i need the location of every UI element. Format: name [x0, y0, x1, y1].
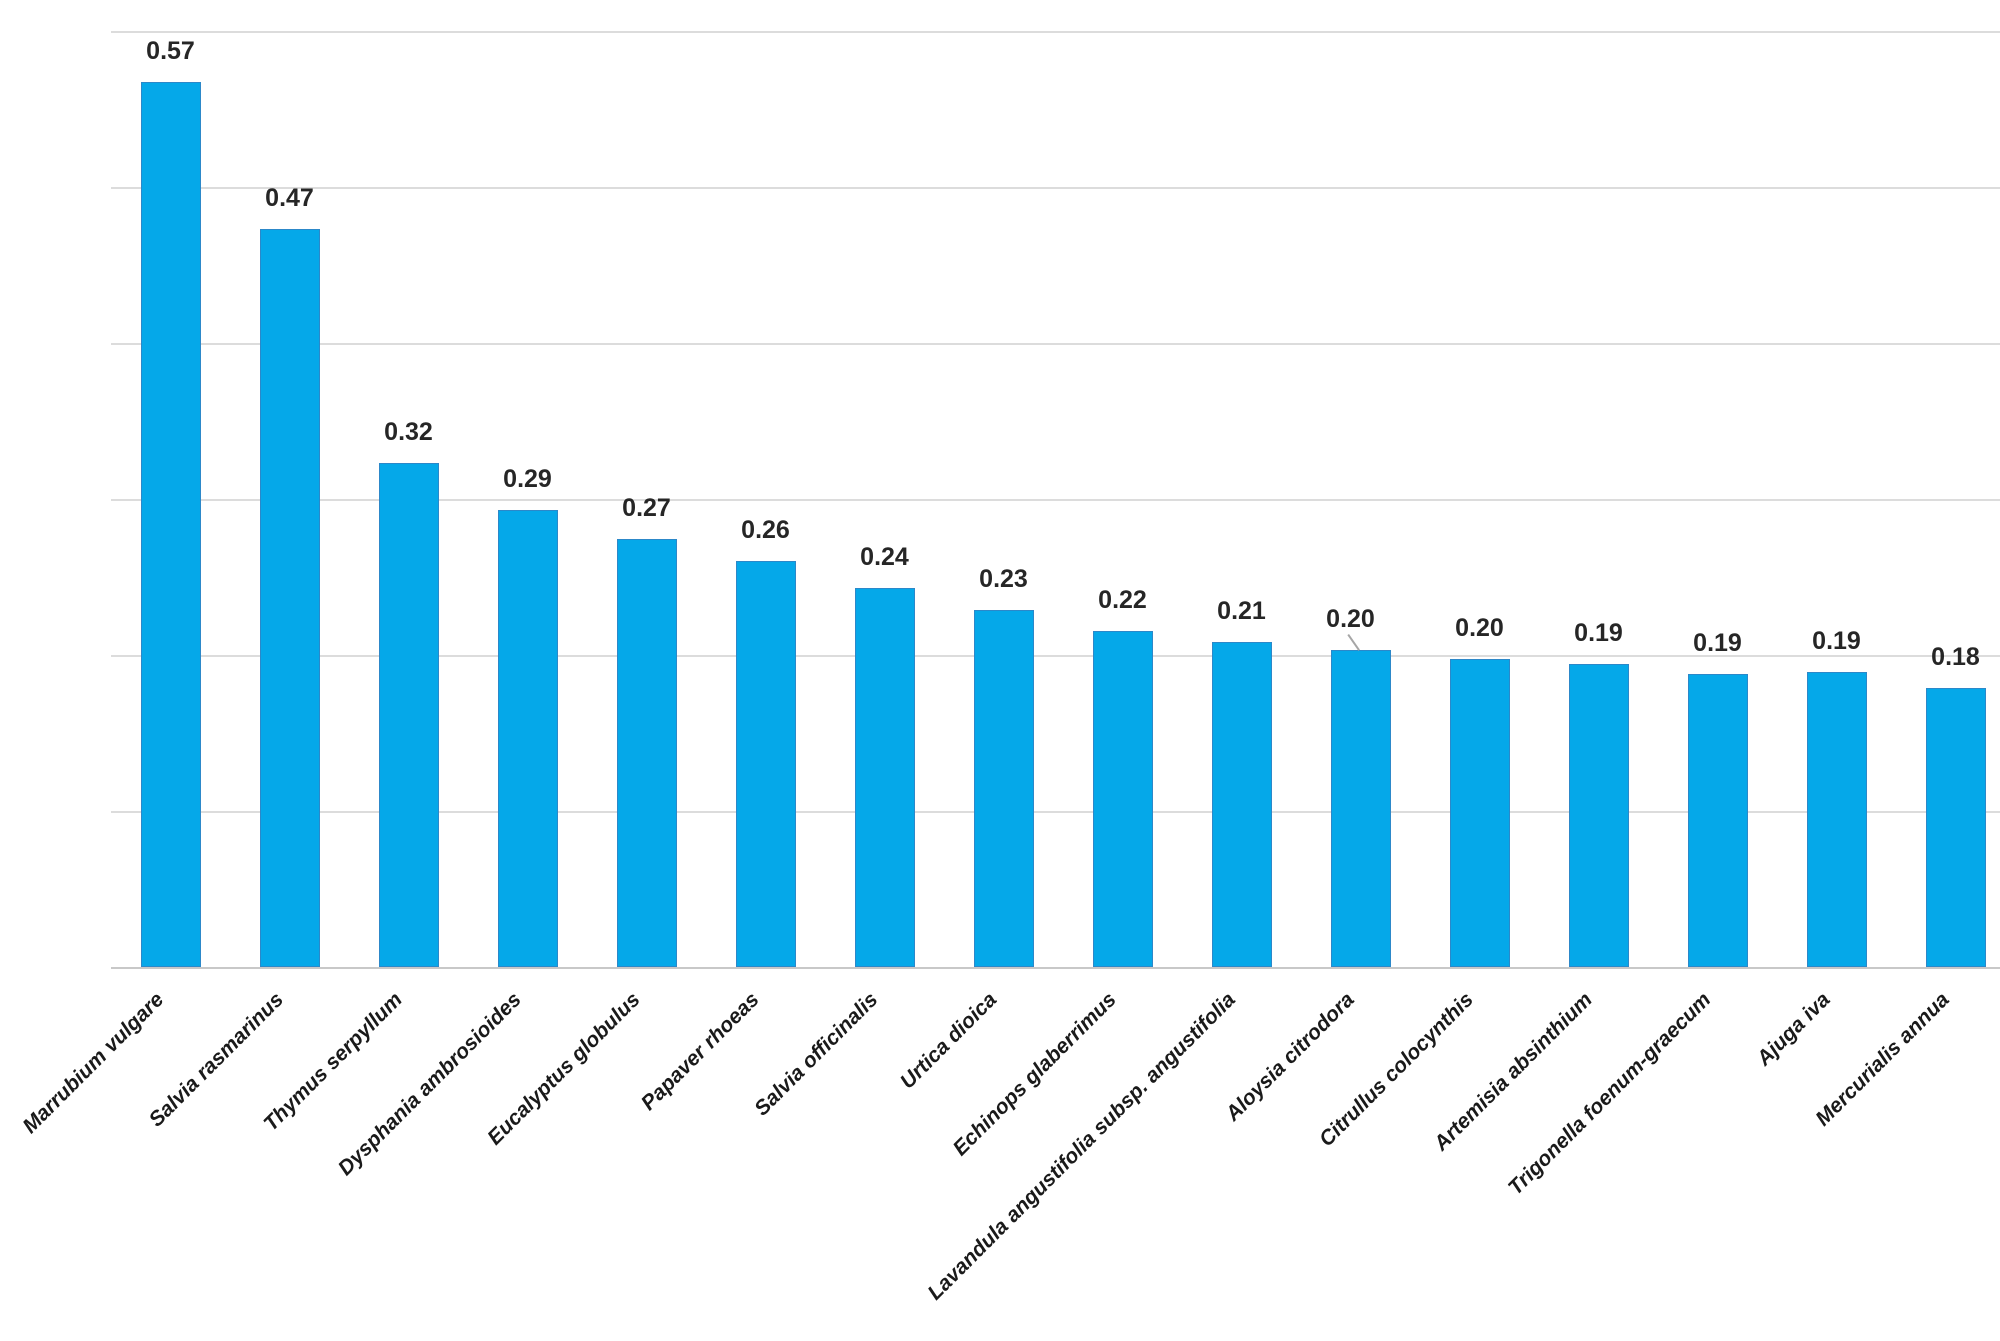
gridline [111, 655, 2000, 657]
gridline [111, 31, 2000, 33]
bar-value-label: 0.27 [622, 494, 671, 522]
category-label-text: Ajuga iva [1752, 988, 1835, 1071]
bar-value-label: 0.19 [1693, 629, 1742, 657]
bar-value-label: 0.32 [384, 418, 433, 446]
bar-value-label: 0.19 [1812, 627, 1861, 655]
category-label-text: Mercurialis annua [1811, 988, 1954, 1131]
category-label-text: Salvia officinalis [750, 988, 883, 1121]
gridline [111, 343, 2000, 345]
label-leader-line [1346, 634, 1360, 651]
category-label-text: Urtica dioica [896, 988, 1002, 1094]
bar-value-label: 0.18 [1931, 643, 1980, 671]
gridline [111, 499, 2000, 501]
gridline [111, 187, 2000, 189]
bar-value-label: 0.47 [265, 184, 314, 212]
bar [1925, 688, 1986, 967]
bar [497, 510, 558, 967]
bar [1211, 642, 1272, 967]
category-label-text: Aloysia citrodora [1221, 988, 1359, 1126]
bar [616, 539, 677, 967]
bar-value-label: 0.24 [860, 543, 909, 571]
bar-value-label: 0.29 [503, 465, 552, 493]
bar-value-label: 0.57 [146, 37, 195, 65]
bar-value-label: 0.21 [1217, 597, 1266, 625]
bar [1449, 659, 1510, 967]
bar [854, 588, 915, 967]
x-axis-line [111, 967, 2000, 969]
bar [1330, 650, 1391, 967]
bar [1806, 672, 1867, 967]
bar [1568, 664, 1629, 967]
category-label-text: Trigonella foenum-graecum [1504, 988, 1716, 1200]
bar [378, 463, 439, 967]
bar-value-label: 0.19 [1574, 619, 1623, 647]
bar [735, 561, 796, 967]
bar-value-label: 0.20 [1326, 605, 1375, 633]
category-label-text: Papaver rhoeas [636, 988, 764, 1115]
gridline [111, 811, 2000, 813]
bar [1687, 674, 1748, 967]
bar-value-label: 0.20 [1455, 614, 1504, 642]
bar-value-label: 0.23 [979, 565, 1028, 593]
bar [1092, 631, 1153, 967]
bar [140, 82, 201, 967]
bar [259, 229, 320, 967]
bar-value-label: 0.22 [1098, 586, 1147, 614]
bar [973, 610, 1034, 967]
bar-value-label: 0.26 [741, 516, 790, 544]
